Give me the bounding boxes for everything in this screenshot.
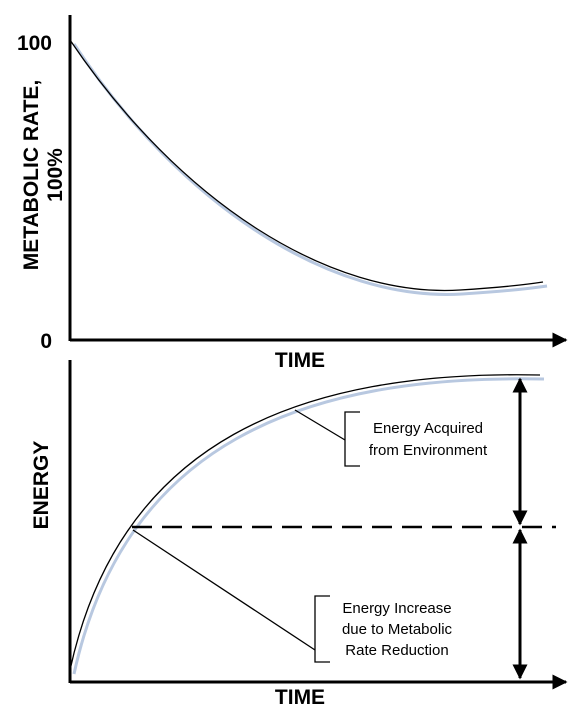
curve-shadow	[72, 377, 545, 675]
annotation: due to Metabolic	[342, 621, 453, 638]
y-axis-label: 100%	[44, 148, 67, 202]
bracket	[344, 411, 360, 467]
metabolic-curve	[69, 39, 544, 292]
annotation: Energy Acquired	[373, 420, 483, 437]
y-axis-label: ENERGY	[30, 441, 53, 530]
annotation: Rate Reduction	[345, 642, 448, 659]
y-axis-label: METABOLIC RATE,	[20, 80, 43, 271]
y-tick-label: 0	[40, 330, 52, 353]
x-axis-label: TIME	[275, 349, 325, 372]
x-axis-label: TIME	[275, 686, 325, 709]
leader	[294, 409, 346, 441]
curve-shadow	[72, 43, 548, 296]
leader	[132, 529, 316, 651]
energy-curve	[69, 374, 541, 671]
annotation: from Environment	[369, 442, 488, 459]
annotation: Energy Increase	[342, 600, 451, 617]
y-tick-label: 100	[17, 32, 52, 55]
bracket	[314, 595, 330, 663]
